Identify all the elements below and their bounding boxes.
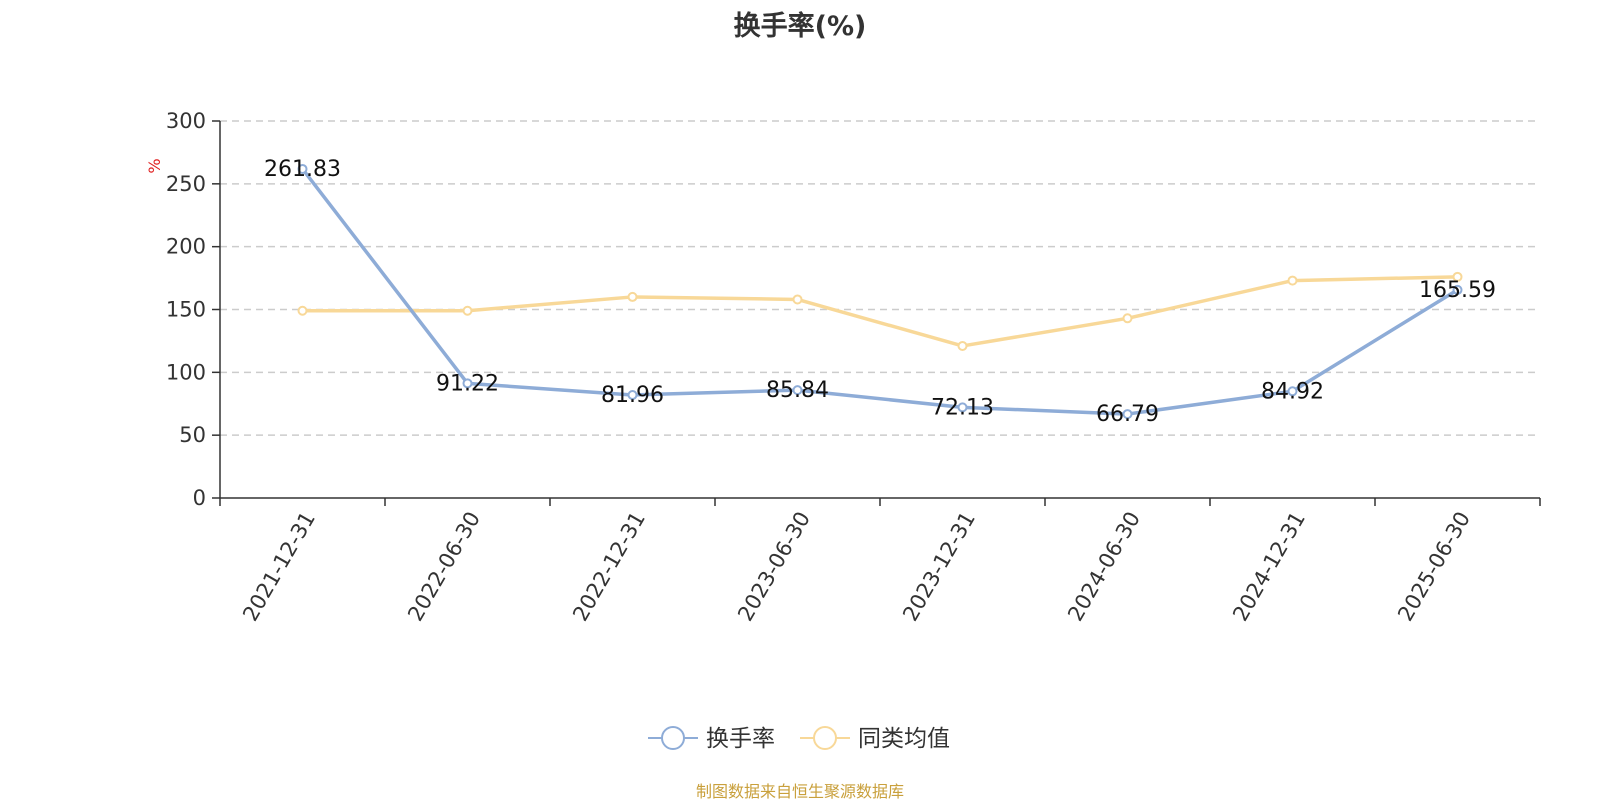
data-label: 85.84 <box>766 378 829 403</box>
data-point[interactable] <box>1122 409 1133 420</box>
data-point[interactable] <box>627 291 638 302</box>
data-point[interactable] <box>462 378 473 389</box>
data-point[interactable] <box>1287 386 1298 397</box>
series-line-1 <box>302 275 1458 348</box>
x-tick-label: 2024-12-31 <box>1228 508 1310 626</box>
legend-label: 换手率 <box>706 726 775 752</box>
series-line-0 <box>301 167 1459 416</box>
legend[interactable]: 换手率 同类均值 <box>648 726 950 752</box>
legend-item-1[interactable]: 同类均值 <box>800 726 950 752</box>
x-tick-label: 2025-06-30 <box>1393 508 1475 626</box>
x-tick-label: 2021-12-31 <box>238 508 320 626</box>
chart-title: 换手率(%) <box>733 11 867 42</box>
data-label: 261.83 <box>264 157 341 182</box>
data-point[interactable] <box>627 390 638 401</box>
data-label: 81.96 <box>601 383 664 408</box>
y-tick-label: 150 <box>166 298 206 322</box>
series <box>297 163 1463 420</box>
data-source-note: 制图数据来自恒生聚源数据库 <box>695 782 904 801</box>
data-label: 66.79 <box>1096 402 1159 427</box>
x-tick-label: 2024-06-30 <box>1063 508 1145 626</box>
legend-marker <box>661 726 685 750</box>
data-label: 165.59 <box>1419 278 1496 303</box>
x-tick-label: 2023-06-30 <box>733 508 815 626</box>
y-tick-label: 200 <box>166 235 206 259</box>
data-labels: 261.83 91.22 81.96 85.84 72.13 66.79 84.92 165.… <box>264 157 1496 427</box>
x-tick-label: 2023-12-31 <box>898 508 980 626</box>
y-tick-label: 300 <box>166 109 206 133</box>
data-point[interactable] <box>462 305 473 316</box>
y-tick-label: 0 <box>193 486 206 510</box>
data-label: 84.92 <box>1261 379 1324 404</box>
legend-marker <box>813 726 837 750</box>
legend-label: 同类均值 <box>858 726 950 752</box>
data-label: 72.13 <box>931 395 994 420</box>
data-point[interactable] <box>1452 284 1463 295</box>
legend-item-0[interactable]: 换手率 <box>648 726 775 752</box>
x-tick-label: 2022-06-30 <box>403 508 485 626</box>
y-tick-label: 50 <box>179 423 206 447</box>
data-point[interactable] <box>792 385 803 396</box>
data-point[interactable] <box>1122 313 1133 324</box>
x-tick-label: 2022-12-31 <box>568 508 650 626</box>
data-point[interactable] <box>297 305 308 316</box>
y-tick-label: 250 <box>166 172 206 196</box>
data-point[interactable] <box>1452 271 1463 282</box>
data-point[interactable] <box>792 294 803 305</box>
data-point[interactable] <box>957 340 968 351</box>
data-point[interactable] <box>957 402 968 413</box>
y-tick-label: 100 <box>166 360 206 384</box>
data-point[interactable] <box>297 163 308 174</box>
data-point[interactable] <box>1287 275 1298 286</box>
data-label: 91.22 <box>436 371 499 396</box>
y-axis-unit-label: % <box>145 158 164 173</box>
